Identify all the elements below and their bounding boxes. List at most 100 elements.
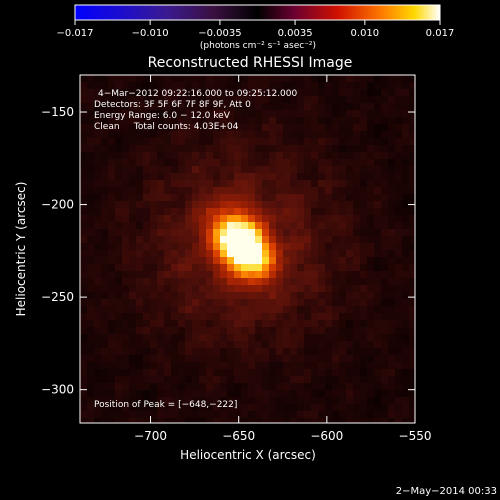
plot-frame [79, 74, 416, 424]
heatmap-cell [122, 299, 129, 306]
heatmap-cell [367, 117, 374, 124]
heatmap-cell [269, 369, 276, 376]
heatmap-cell [388, 292, 395, 299]
heatmap-cell [402, 82, 409, 89]
heatmap-cell [129, 341, 136, 348]
heatmap-cell [374, 243, 381, 250]
heatmap-cell [241, 306, 248, 313]
heatmap-cell [255, 222, 262, 229]
heatmap-cell [388, 166, 395, 173]
heatmap-cell [150, 250, 157, 257]
heatmap-cell [122, 278, 129, 285]
colorbar-ticks: −0.017 −0.010 −0.0035 0.0035 0.010 0.017 [56, 20, 454, 39]
heatmap-cell [304, 117, 311, 124]
heatmap-cell [339, 236, 346, 243]
heatmap-cell [178, 411, 185, 418]
heatmap-cell [367, 124, 374, 131]
heatmap-cell [94, 187, 101, 194]
heatmap-cell [80, 208, 87, 215]
heatmap-cell [332, 397, 339, 404]
heatmap-cell [122, 320, 129, 327]
heatmap-cell [381, 208, 388, 215]
heatmap-cell [353, 236, 360, 243]
heatmap-cell [346, 355, 353, 362]
heatmap-cell [311, 250, 318, 257]
heatmap-cell [283, 390, 290, 397]
heatmap-cell [388, 271, 395, 278]
heatmap-cell [94, 369, 101, 376]
heatmap-cell [80, 180, 87, 187]
heatmap-cell [108, 180, 115, 187]
heatmap-cell [206, 306, 213, 313]
heatmap-cell [388, 173, 395, 180]
heatmap-cell [199, 390, 206, 397]
heatmap-cell [248, 355, 255, 362]
heatmap-cell [164, 404, 171, 411]
heatmap-cell [395, 187, 402, 194]
heatmap-cell [171, 341, 178, 348]
heatmap-cell [290, 124, 297, 131]
heatmap-cell [395, 180, 402, 187]
heatmap-cell [122, 334, 129, 341]
heatmap-cell [346, 236, 353, 243]
heatmap-cell [185, 383, 192, 390]
heatmap-cell [269, 313, 276, 320]
heatmap-cell [157, 390, 164, 397]
heatmap-cell [108, 201, 115, 208]
heatmap-cell [94, 376, 101, 383]
heatmap-cell [199, 138, 206, 145]
heatmap-cell [255, 75, 262, 82]
heatmap-cell [402, 180, 409, 187]
heatmap-cell [143, 348, 150, 355]
heatmap-cell [332, 222, 339, 229]
heatmap-cell [178, 327, 185, 334]
heatmap-cell [304, 201, 311, 208]
peak-position-label: Position of Peak = [−648,−222] [94, 400, 237, 410]
heatmap-cell [409, 264, 415, 271]
heatmap-cell [325, 75, 332, 82]
heatmap-cell [262, 201, 269, 208]
heatmap-cell [164, 369, 171, 376]
heatmap-cell [108, 166, 115, 173]
heatmap-cell [108, 271, 115, 278]
heatmap-cell [164, 194, 171, 201]
heatmap-cell [150, 194, 157, 201]
heatmap-cell [269, 341, 276, 348]
heatmap-cell [199, 250, 206, 257]
heatmap-cell [409, 208, 415, 215]
heatmap-cell [220, 75, 227, 82]
heatmap-cell [178, 243, 185, 250]
heatmap-cell [367, 152, 374, 159]
heatmap-cell [227, 75, 234, 82]
heatmap-cell [290, 75, 297, 82]
heatmap-cell [304, 166, 311, 173]
heatmap-cell [402, 383, 409, 390]
heatmap-cell [374, 376, 381, 383]
heatmap-cell [227, 159, 234, 166]
heatmap-cell [199, 215, 206, 222]
heatmap-cell [227, 397, 234, 404]
heatmap-cell [185, 131, 192, 138]
heatmap-cell [318, 348, 325, 355]
heatmap-cell [269, 250, 276, 257]
heatmap-cell [87, 173, 94, 180]
heatmap-cell [143, 341, 150, 348]
heatmap-cell [402, 152, 409, 159]
heatmap-cell [178, 89, 185, 96]
colorbar-tick-label: 0.010 [351, 28, 380, 39]
heatmap-cell [101, 222, 108, 229]
heatmap-cell [94, 131, 101, 138]
heatmap-cell [353, 194, 360, 201]
heatmap-cell [339, 82, 346, 89]
heatmap-cell [262, 110, 269, 117]
heatmap-cell [283, 292, 290, 299]
heatmap-cell [353, 180, 360, 187]
heatmap-cell [360, 201, 367, 208]
heatmap-cell [143, 404, 150, 411]
heatmap-cell [290, 327, 297, 334]
heatmap-cell [150, 152, 157, 159]
heatmap-cell [185, 96, 192, 103]
heatmap-cell [276, 299, 283, 306]
heatmap-cell [220, 257, 227, 264]
heatmap-cell [409, 327, 415, 334]
